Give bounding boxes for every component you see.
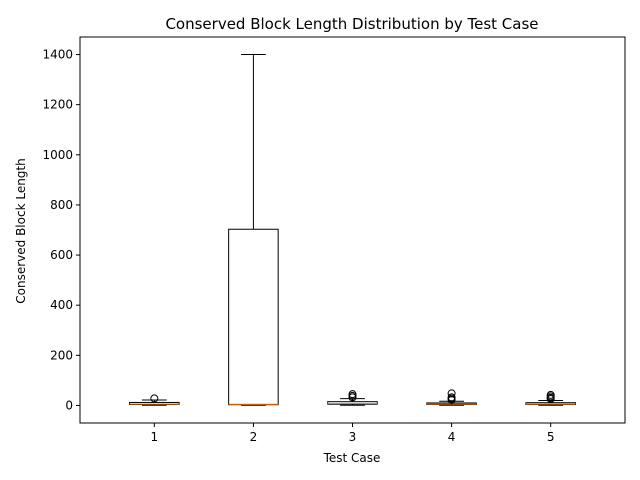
outlier-point — [447, 389, 456, 398]
x-tick-label: 5 — [547, 430, 555, 444]
x-tick-label: 2 — [250, 430, 258, 444]
x-tick-label: 4 — [448, 430, 456, 444]
x-tick-label: 3 — [349, 430, 357, 444]
y-tick-label: 1200 — [42, 98, 73, 112]
outlier-point — [447, 393, 456, 402]
axes-frame — [79, 36, 626, 424]
y-tick-label: 800 — [50, 198, 73, 212]
box-iqr — [129, 401, 180, 405]
plot-area: 0 200 400 600 800 1000 1200 1400 1 2 3 4 5 — [42, 36, 626, 444]
y-tick-label: 400 — [50, 298, 73, 312]
chart-title: Conserved Block Length Distribution by T… — [165, 15, 538, 33]
y-tick-label: 600 — [50, 248, 73, 262]
x-tick-label: 1 — [150, 430, 158, 444]
y-tick-label: 0 — [65, 398, 73, 412]
y-tick-label: 1000 — [42, 148, 73, 162]
outlier-point — [546, 390, 555, 399]
y-tick-label: 200 — [50, 348, 73, 362]
y-tick-label: 1400 — [42, 48, 73, 62]
outlier-point — [150, 394, 159, 403]
box-iqr — [228, 228, 279, 406]
box-iqr — [327, 401, 378, 405]
x-axis-label: Test Case — [323, 451, 381, 465]
y-axis-label: Conserved Block Length — [14, 158, 28, 303]
outlier-point — [348, 390, 357, 399]
